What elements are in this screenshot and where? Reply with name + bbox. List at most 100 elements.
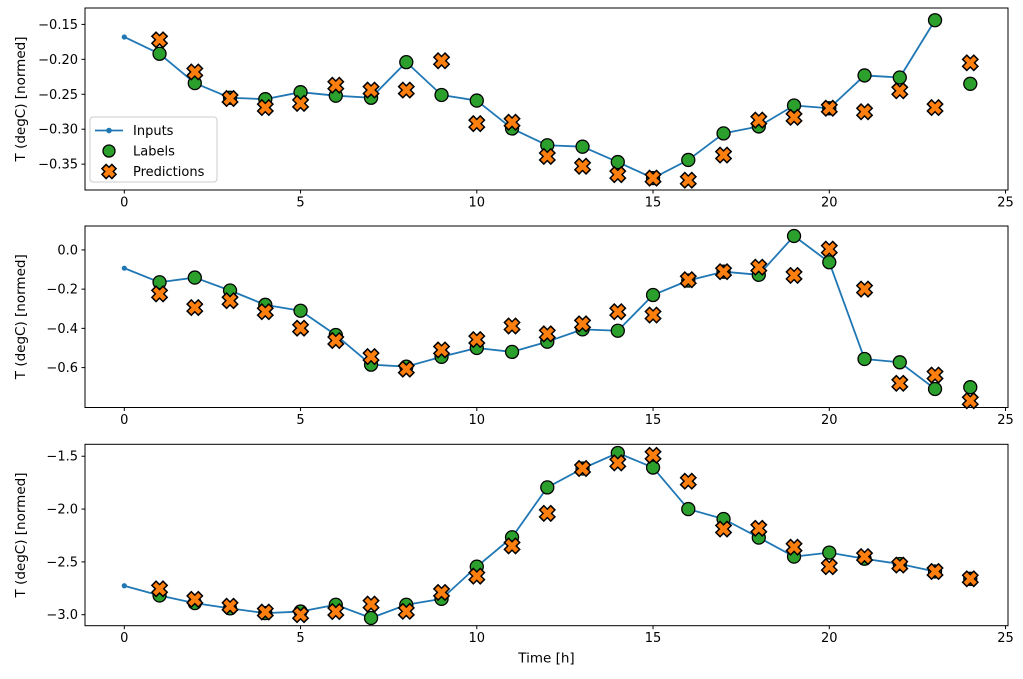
x-tick-label: 10 bbox=[469, 196, 486, 211]
inputs-marker bbox=[121, 34, 127, 40]
labels-marker bbox=[786, 98, 802, 113]
x-tick-label: 15 bbox=[645, 196, 662, 211]
inputs-marker bbox=[121, 583, 127, 589]
predictions-marker bbox=[432, 341, 451, 359]
subplot-bottom: 0 5 10 15 20 25 −1.5 −2.0 −2.5 −3.0 T (degC) [norm… bbox=[13, 443, 1014, 667]
y-tick-label: −0.15 bbox=[38, 18, 78, 33]
predictions-marker bbox=[714, 146, 733, 164]
legend-item-predictions: Predictions bbox=[100, 163, 205, 180]
labels-marker bbox=[786, 228, 802, 244]
predictions-marker bbox=[186, 590, 204, 609]
predictions-marker bbox=[221, 292, 239, 310]
labels-marker bbox=[540, 480, 555, 495]
predictions-marker bbox=[926, 366, 944, 384]
predictions-marker bbox=[327, 602, 345, 621]
predictions-marker bbox=[926, 98, 944, 117]
predictions-marker bbox=[644, 446, 662, 465]
legend: Inputs Labels Predictions bbox=[89, 116, 218, 183]
x-tick-label: 5 bbox=[296, 631, 304, 646]
x-tick-label: 10 bbox=[469, 631, 486, 646]
plot-border bbox=[84, 443, 1009, 627]
predictions-marker bbox=[362, 81, 380, 99]
predictions-marker bbox=[397, 602, 416, 621]
predictions-marker bbox=[855, 280, 874, 298]
x-tick-label: 20 bbox=[821, 631, 838, 646]
predictions-marker bbox=[644, 169, 662, 187]
labels-marker bbox=[399, 54, 414, 70]
legend-item-inputs: Inputs bbox=[95, 124, 174, 139]
plot-border bbox=[84, 225, 1009, 408]
predictions-marker bbox=[538, 504, 557, 523]
predictions-marker bbox=[644, 306, 662, 324]
predictions-marker bbox=[820, 240, 839, 258]
predictions-marker bbox=[503, 537, 521, 555]
labels-marker bbox=[293, 303, 308, 318]
predictions-marker bbox=[468, 114, 486, 133]
labels-marker bbox=[716, 126, 731, 141]
predictions-marker bbox=[432, 52, 451, 70]
y-tick-label: −3.0 bbox=[46, 608, 78, 623]
x-tick-label: 5 bbox=[296, 196, 304, 211]
legend-labels-circle-icon bbox=[102, 144, 116, 158]
subplot-middle: 0 5 10 15 20 25 0.0 −0.2 −0.4 −0.6 T (degC) [norme… bbox=[13, 225, 1014, 428]
predictions-marker bbox=[785, 266, 803, 285]
predictions-marker bbox=[609, 302, 627, 321]
predictions-marker bbox=[327, 76, 345, 94]
predictions-marker bbox=[785, 538, 803, 556]
legend-inputs-dot-icon bbox=[106, 127, 112, 134]
predictions-marker bbox=[679, 271, 698, 289]
predictions-marker bbox=[891, 82, 909, 100]
labels-marker bbox=[575, 139, 590, 154]
inputs-marker bbox=[121, 265, 127, 271]
predictions-marker bbox=[538, 147, 557, 166]
predictions-marker bbox=[855, 103, 874, 121]
y-tick-label: −2.0 bbox=[46, 503, 78, 518]
labels-marker bbox=[610, 154, 625, 170]
legend-item-labels: Labels bbox=[102, 144, 175, 160]
labels-marker bbox=[645, 287, 661, 303]
labels-marker bbox=[822, 255, 837, 270]
predictions-marker bbox=[926, 562, 944, 581]
predictions-marker bbox=[221, 89, 239, 108]
predictions-marker bbox=[256, 98, 275, 117]
legend-item-label: Predictions bbox=[133, 165, 205, 180]
predictions-marker bbox=[961, 570, 979, 588]
predictions-marker bbox=[397, 360, 416, 378]
predictions-marker bbox=[714, 520, 733, 538]
legend-predictions-x-icon bbox=[100, 163, 118, 180]
x-tick-label: 0 bbox=[120, 631, 128, 646]
predictions-marker bbox=[468, 330, 486, 349]
predictions-marker bbox=[150, 285, 169, 303]
predictions-marker bbox=[186, 298, 204, 317]
predictions-marker bbox=[961, 54, 979, 72]
predictions-marker bbox=[609, 454, 627, 472]
predictions-marker bbox=[855, 547, 874, 566]
predictions-marker bbox=[750, 258, 768, 276]
x-tick-label: 15 bbox=[645, 413, 662, 428]
labels-marker bbox=[857, 351, 872, 367]
labels-marker bbox=[469, 93, 484, 108]
predictions-marker bbox=[750, 519, 768, 538]
predictions-marker bbox=[891, 374, 909, 392]
predictions-marker bbox=[150, 31, 169, 49]
labels-marker bbox=[504, 344, 520, 360]
inputs-line bbox=[124, 452, 936, 619]
predictions-marker bbox=[256, 603, 275, 621]
labels-marker bbox=[434, 87, 449, 103]
legend-box bbox=[89, 116, 218, 183]
predictions-marker bbox=[291, 94, 310, 113]
x-tick-label: 25 bbox=[997, 196, 1014, 211]
predictions-marker bbox=[538, 325, 557, 343]
predictions-marker bbox=[362, 347, 380, 366]
y-axis-label: T (degC) [normed] bbox=[13, 473, 29, 599]
x-tick-label: 10 bbox=[469, 413, 486, 428]
predictions-marker bbox=[362, 595, 380, 613]
labels-marker bbox=[857, 68, 872, 83]
x-axis-label: Time [h] bbox=[517, 651, 574, 667]
x-tick-label: 20 bbox=[821, 413, 838, 428]
x-tick-label: 15 bbox=[645, 631, 662, 646]
labels-marker bbox=[645, 460, 661, 475]
labels-marker bbox=[363, 610, 379, 626]
predictions-marker bbox=[573, 157, 592, 175]
